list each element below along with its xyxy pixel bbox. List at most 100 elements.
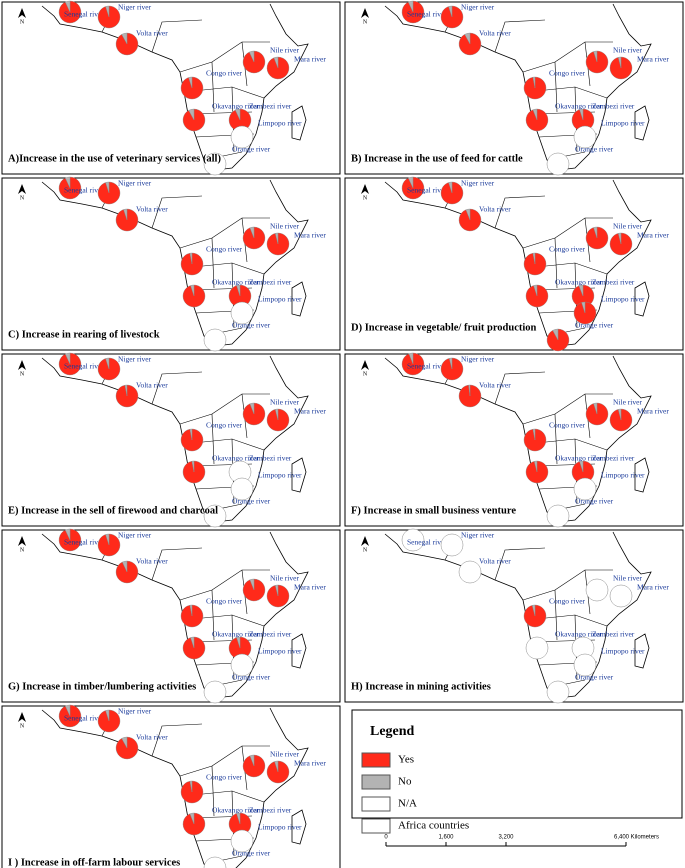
pie-slice bbox=[532, 604, 536, 617]
river-label: Senegal river bbox=[407, 538, 447, 547]
river-label: Volta river bbox=[479, 381, 511, 390]
river-label: Volta river bbox=[479, 205, 511, 214]
river-label: Nile river bbox=[613, 398, 642, 407]
river-label: Volta river bbox=[136, 29, 168, 38]
pie-slice bbox=[573, 477, 597, 501]
river-label: Nile river bbox=[270, 398, 299, 407]
river-label: Congo river bbox=[549, 421, 586, 430]
pie-slice bbox=[236, 636, 241, 649]
pie-slice bbox=[203, 328, 227, 352]
river-label: Congo river bbox=[206, 773, 243, 782]
pie-slice bbox=[534, 460, 538, 473]
river-label: Limpopo river bbox=[258, 471, 302, 480]
pie-slice bbox=[618, 56, 622, 69]
river-label: Okavango river bbox=[555, 102, 602, 111]
river-label: Orange river bbox=[232, 673, 271, 682]
pie-slice bbox=[189, 780, 193, 793]
pie-slice bbox=[188, 76, 193, 89]
pie-slice bbox=[188, 108, 195, 121]
river-label: Nile river bbox=[613, 574, 642, 583]
river-label: Limpopo river bbox=[258, 647, 302, 656]
river-label: Orange river bbox=[575, 673, 614, 682]
scale-label: 6,400 Kilometers bbox=[614, 835, 659, 841]
river-label: Okavango river bbox=[212, 630, 259, 639]
river-label: Volta river bbox=[479, 557, 511, 566]
north-arrow bbox=[361, 8, 369, 18]
pie-slice bbox=[546, 504, 570, 528]
panel-caption: B) Increase in the use of feed for cattl… bbox=[351, 153, 523, 164]
pie-slice bbox=[593, 226, 598, 239]
river-label: Senegal river bbox=[64, 10, 104, 19]
pie-slice bbox=[123, 208, 128, 221]
pie-slice bbox=[273, 56, 279, 69]
pie-slice bbox=[189, 604, 193, 617]
river-label: Zambezi river bbox=[592, 102, 635, 111]
river-label: Zambezi river bbox=[592, 454, 635, 463]
panel-caption: A)Increase in the use of veterinary serv… bbox=[8, 153, 221, 164]
north-label: N bbox=[363, 371, 368, 377]
north-arrow bbox=[361, 536, 369, 546]
north-label: N bbox=[363, 547, 368, 553]
river-label: Limpopo river bbox=[601, 119, 645, 128]
north-arrow bbox=[18, 8, 26, 18]
north-label: N bbox=[20, 371, 25, 377]
legend-swatch bbox=[361, 774, 391, 790]
river-label: Congo river bbox=[206, 245, 243, 254]
river-label: Senegal river bbox=[64, 714, 104, 723]
north-label: N bbox=[20, 195, 25, 201]
river-label: Congo river bbox=[549, 69, 586, 78]
pie-slice bbox=[440, 533, 464, 557]
legend-label: Africa countries bbox=[398, 820, 469, 832]
pie-slice bbox=[408, 0, 414, 13]
legend-label: No bbox=[398, 776, 412, 788]
pie-slice bbox=[189, 812, 195, 825]
river-label: Limpopo river bbox=[258, 119, 302, 128]
legend-label: N/A bbox=[398, 798, 417, 810]
pie-slice bbox=[585, 578, 609, 602]
river-label: Mara river bbox=[637, 55, 669, 64]
pie-slice bbox=[230, 301, 254, 325]
river-label: Niger river bbox=[118, 3, 152, 12]
pie-slice bbox=[105, 181, 110, 194]
map-panel: N Senegal river Niger river Volta river Nile… bbox=[1, 176, 341, 352]
river-label: Mara river bbox=[294, 407, 326, 416]
river-label: Zambezi river bbox=[249, 454, 292, 463]
river-label: Mara river bbox=[637, 583, 669, 592]
river-label: Senegal river bbox=[64, 538, 104, 547]
river-label: Mara river bbox=[637, 407, 669, 416]
pie-slice bbox=[552, 328, 559, 341]
panel-caption: I ) Increase in off-farm labour services bbox=[8, 857, 180, 868]
pie-slice bbox=[525, 636, 549, 660]
river-label: Niger river bbox=[461, 355, 495, 364]
north-label: N bbox=[20, 547, 25, 553]
pie-slice bbox=[573, 125, 597, 149]
river-label: Orange river bbox=[232, 849, 271, 858]
river-label: Zambezi river bbox=[249, 278, 292, 287]
scale-label: 1,600 bbox=[438, 835, 454, 841]
river-label: Senegal river bbox=[407, 362, 447, 371]
river-label: Orange river bbox=[575, 321, 614, 330]
pie-slice bbox=[249, 226, 255, 239]
pie-slice bbox=[249, 754, 255, 767]
pie-slice bbox=[449, 357, 453, 370]
panel-caption: F) Increase in small business venture bbox=[351, 505, 516, 516]
pie-slice bbox=[230, 125, 254, 149]
river-label: Okavango river bbox=[212, 278, 259, 287]
pie-slice bbox=[533, 284, 538, 297]
pie-slice bbox=[189, 428, 193, 441]
pie-slice bbox=[401, 528, 425, 552]
scale-label: 3,200 bbox=[498, 835, 514, 841]
pie-slice bbox=[465, 208, 471, 221]
north-arrow bbox=[18, 712, 26, 722]
pie-slice bbox=[230, 653, 254, 677]
river-label: Congo river bbox=[206, 421, 243, 430]
river-label: Volta river bbox=[136, 557, 168, 566]
river-label: Senegal river bbox=[407, 10, 447, 19]
pie-slice bbox=[579, 108, 584, 121]
legend: Legend Yes No N/A Africa countries 0 1,600 3,2… bbox=[351, 709, 683, 847]
north-arrow bbox=[361, 360, 369, 370]
pie-slice bbox=[532, 252, 536, 265]
pie-slice bbox=[121, 32, 128, 45]
pie-slice bbox=[593, 402, 598, 415]
